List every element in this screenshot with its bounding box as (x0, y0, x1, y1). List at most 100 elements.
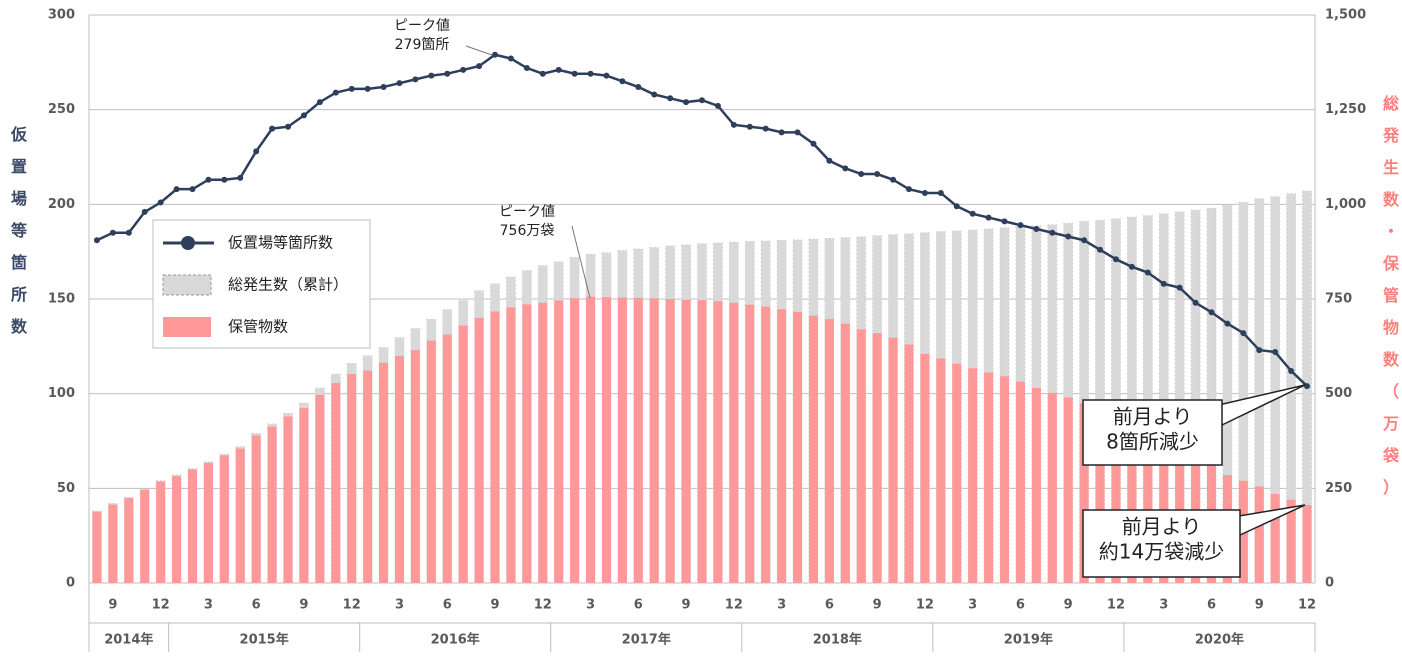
line-point (1272, 349, 1279, 356)
x-tick-label: 9 (490, 598, 499, 613)
title-char: 箇 (11, 253, 27, 272)
title-char: 管 (1383, 286, 1399, 305)
title-char: 場 (11, 189, 27, 208)
bar (394, 355, 404, 583)
line-point (1144, 269, 1151, 276)
bar (92, 511, 102, 583)
bar (108, 504, 118, 583)
bar (187, 469, 197, 583)
bar (888, 337, 898, 583)
year-label: 2017年 (622, 632, 671, 648)
y2-tick-label: 1,500 (1325, 8, 1366, 23)
y2-axis-title: 総発生数・保管物数（万袋） (1382, 94, 1400, 497)
bar (1158, 213, 1169, 584)
bar (920, 353, 930, 583)
line-point (842, 165, 849, 172)
title-char: ・ (1383, 222, 1399, 241)
bar (219, 455, 229, 583)
line-point (969, 210, 976, 217)
line-point (826, 157, 833, 164)
bar (203, 462, 213, 583)
callout-box (1082, 399, 1223, 466)
x-tick-label: 3 (1159, 598, 1168, 613)
line-point (667, 95, 674, 102)
leader (465, 45, 493, 56)
y2-tick-label: 1,000 (1325, 197, 1366, 212)
bar (1047, 392, 1057, 583)
bar (984, 372, 994, 583)
bar (697, 300, 707, 583)
line-point (332, 89, 339, 96)
y-tick-label: 250 (48, 102, 75, 117)
x-tick-label: 6 (443, 598, 452, 613)
line-point (253, 148, 260, 155)
bar (872, 333, 882, 583)
legend-label: 総発生数（累計） (228, 276, 348, 294)
line-point (874, 171, 881, 178)
bar (283, 416, 293, 583)
y-tick-label: 200 (48, 197, 75, 212)
bar (601, 297, 611, 583)
bar (1222, 204, 1233, 584)
title-char: （ (1383, 382, 1399, 401)
x-tick-label: 6 (1207, 598, 1216, 613)
line-point (1081, 237, 1088, 244)
line-point (1097, 246, 1104, 253)
x-tick-label: 9 (1255, 598, 1264, 613)
x-tick-label: 9 (873, 598, 882, 613)
y-tick-label: 100 (48, 386, 75, 401)
line-point (476, 63, 483, 70)
annotation: 前月より (1122, 515, 1202, 539)
line-point (141, 208, 148, 215)
year-label: 2015年 (240, 632, 289, 648)
leader (571, 225, 591, 299)
line-point (205, 176, 212, 183)
bar (299, 408, 309, 583)
line-point (635, 83, 642, 90)
x-tick-label: 9 (299, 598, 308, 613)
y-tick-label: 300 (48, 8, 75, 23)
annotation: 8箇所減少 (1106, 430, 1199, 454)
bar (124, 498, 134, 583)
line-point (603, 72, 610, 79)
line-point (1288, 367, 1295, 374)
callout-pointer (1196, 384, 1306, 426)
line-point (810, 140, 817, 147)
line-point (93, 237, 100, 244)
bar (490, 311, 500, 583)
bar (1238, 202, 1249, 584)
x-tick-label: 6 (825, 598, 834, 613)
line-point (683, 99, 690, 106)
line-point (221, 176, 228, 183)
line-point (539, 70, 546, 77)
y2-tick-label: 500 (1325, 386, 1352, 401)
title-char: 数 (1383, 350, 1400, 369)
line-point (269, 125, 276, 132)
bar (1127, 423, 1137, 583)
x-tick-label: 3 (204, 598, 213, 613)
bar (315, 394, 325, 583)
bar (570, 298, 580, 583)
bar (633, 297, 643, 583)
bar (665, 299, 675, 583)
x-tick-label: 12 (534, 598, 552, 613)
x-tick-label: 3 (968, 598, 977, 613)
title-char: ） (1383, 478, 1399, 497)
line-point (921, 189, 928, 196)
line-point (237, 174, 244, 181)
x-tick-label: 9 (108, 598, 117, 613)
legend-label: 仮置場等箇所数 (228, 234, 333, 252)
line-point (778, 129, 785, 136)
line-point (794, 129, 801, 136)
line-point (492, 51, 499, 58)
year-label: 2018年 (813, 632, 862, 648)
bar (1190, 209, 1201, 584)
line-point (587, 70, 594, 77)
line-point (619, 78, 626, 85)
bar (554, 300, 564, 583)
bar (251, 435, 261, 583)
y-tick-label: 150 (48, 292, 75, 307)
annotation: 前月より (1113, 405, 1193, 429)
line-point (890, 176, 897, 183)
annotation: ピーク値 (394, 18, 450, 34)
